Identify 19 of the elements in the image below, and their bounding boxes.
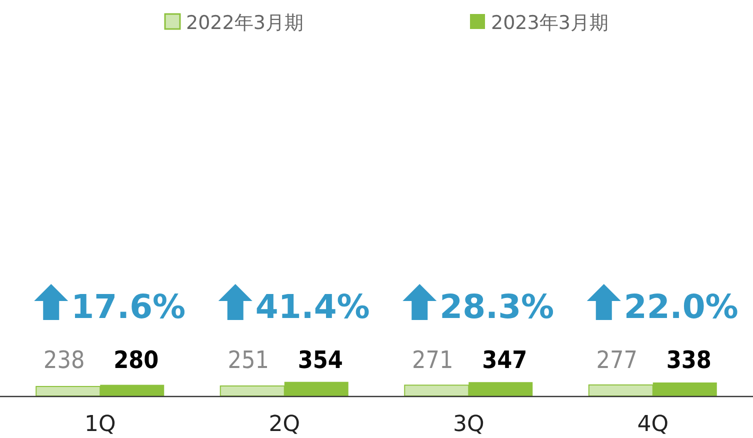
x-tick-label: 1Q	[84, 412, 116, 437]
x-tick-label: 4Q	[637, 412, 669, 437]
data-label: 277	[596, 346, 638, 374]
data-label: 354	[298, 346, 343, 374]
x-tick-label: 2Q	[268, 412, 300, 437]
data-label: 280	[114, 346, 159, 374]
data-label: 271	[412, 346, 454, 374]
legend-label: 2023年3月期	[491, 12, 608, 34]
text: 41.4%	[255, 287, 370, 326]
legend-label: 2022年3月期	[186, 12, 304, 34]
text: 28.3%	[440, 287, 554, 326]
text: 17.6%	[71, 287, 186, 326]
data-label: 251	[228, 346, 269, 374]
text: 22.0%	[624, 287, 738, 326]
x-tick-label: 3Q	[452, 412, 484, 437]
data-label: 347	[482, 346, 528, 374]
plot: 238 280 251 354 271 347 277 338	[36, 346, 717, 396]
data-label: 238	[44, 346, 85, 374]
data-label: 338	[666, 346, 712, 374]
